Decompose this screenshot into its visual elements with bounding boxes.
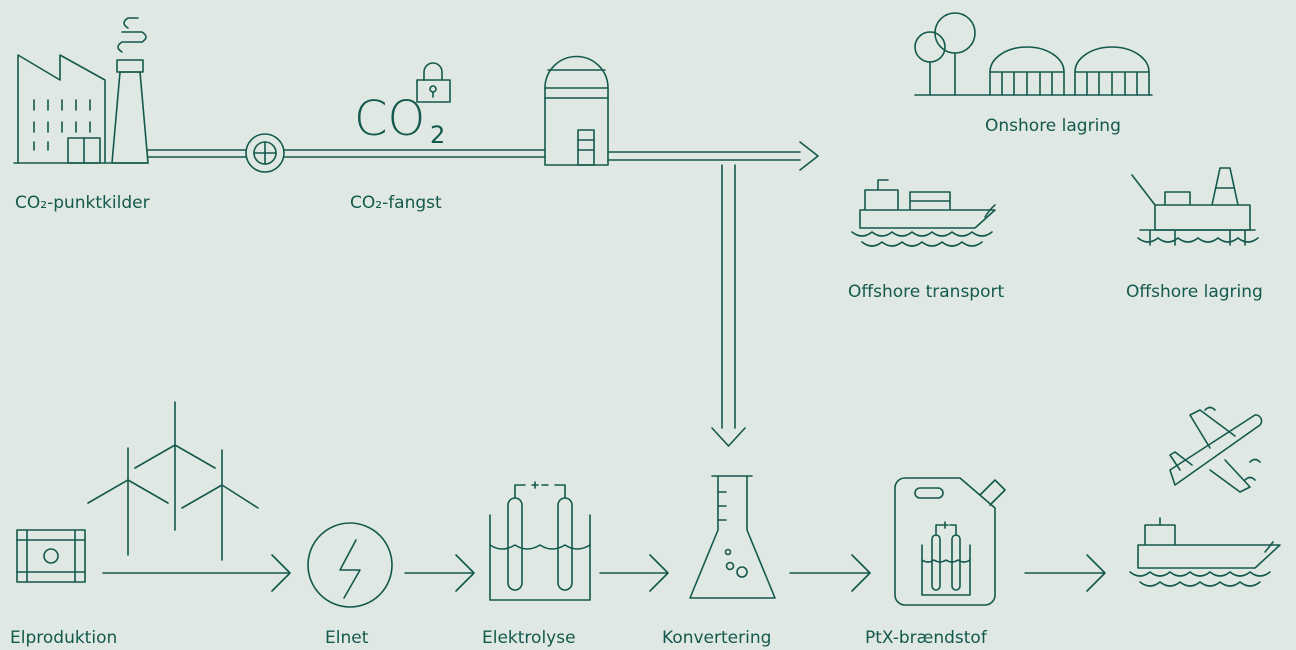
flow-arrows [102,554,1106,592]
plane-icon [1169,406,1263,493]
node-label: Onshore lagring [985,116,1121,136]
capture-silo-icon [544,55,819,447]
fuel-can-icon [894,477,1006,606]
co2-sub: 2 [430,121,445,149]
node-label: Elproduktion [10,628,117,648]
node-label: PtX-brændstof [865,628,988,648]
co2-main: CO [354,91,425,147]
grid-icon [307,522,393,608]
solar-icon [16,529,86,583]
ship-icon-2 [1129,517,1281,587]
node-label: Offshore lagring [1126,282,1263,302]
node-label: CO₂-fangst [350,193,442,213]
node-label: Offshore transport [848,282,1004,302]
node-label: CO₂-punktkilder [15,193,150,213]
node-label: Elektrolyse [482,628,576,648]
flask-icon [689,475,776,599]
onshore-icon [914,12,1153,96]
wind-icon [87,401,259,561]
electrolysis-icon [489,481,591,601]
ship-icon [851,179,996,247]
platform-icon [1131,167,1259,246]
pipeline [147,133,546,173]
node-label: Elnet [325,628,369,648]
node-label: Konvertering [662,628,771,648]
factory-icon [13,17,149,164]
co2-lock-icon [416,62,451,103]
